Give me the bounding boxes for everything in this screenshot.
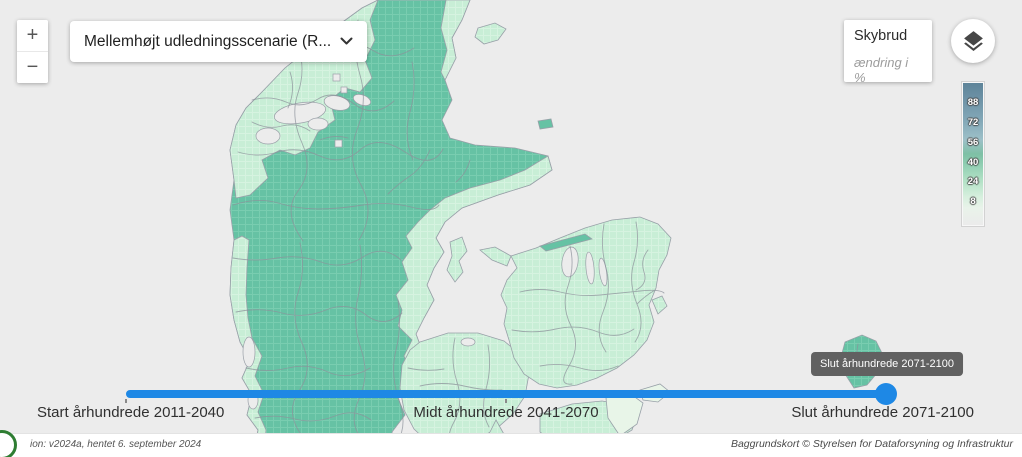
slider-tick-start: [125, 399, 127, 403]
layer-title: Skybrud: [854, 28, 908, 44]
legend-tick: 8: [970, 196, 976, 207]
layer-unit: ændring i %: [854, 55, 909, 85]
legend-tick: 88: [967, 97, 979, 108]
scenario-dropdown[interactable]: Mellemhøjt udledningsscenarie (R...: [70, 21, 367, 62]
legend-tick: 72: [967, 117, 979, 128]
map-municipal-borders: [232, 19, 875, 443]
slider-tooltip: Slut århundrede 2071-2100: [811, 352, 963, 376]
zoom-out-button[interactable]: −: [17, 52, 48, 83]
legend-gradient: [963, 83, 983, 225]
attribution-bar: ion: v2024a, hentet 6. september 2024 Ba…: [0, 430, 1022, 457]
timeline-label-mid: Midt århundrede 2041-2070: [413, 404, 599, 421]
slider-tick-mid: [505, 399, 507, 403]
map-region-small-islands: [446, 22, 554, 283]
scenario-dropdown-label: Mellemhøjt udledningsscenarie (R...: [84, 32, 332, 50]
attribution-text: Baggrundskort © Styrelsen for Dataforsyn…: [730, 438, 1013, 450]
chevron-down-icon: [340, 37, 353, 45]
layers-button[interactable]: [951, 19, 995, 63]
map-zoom-control: + −: [17, 20, 48, 83]
timeline-slider-track[interactable]: [126, 390, 886, 398]
legend-tick: 40: [967, 157, 979, 168]
version-text: ion: v2024a, hentet 6. september 2024: [30, 439, 202, 450]
zoom-in-button[interactable]: +: [17, 20, 48, 52]
legend-tick: 56: [967, 137, 979, 148]
timeline-slider-handle[interactable]: [875, 383, 897, 405]
timeline-label-end: Slut århundrede 2071-2100: [791, 404, 974, 421]
map-region-zealand: [479, 216, 672, 389]
timeline-label-start: Start århundrede 2011-2040: [37, 404, 225, 421]
brand-logo: [0, 430, 17, 457]
legend-tick: 24: [967, 176, 979, 187]
layer-info-panel: Skybrud ændring i %: [844, 20, 932, 85]
layers-icon: [963, 30, 983, 51]
legend: 88 72 56 40 24 8: [961, 81, 985, 227]
